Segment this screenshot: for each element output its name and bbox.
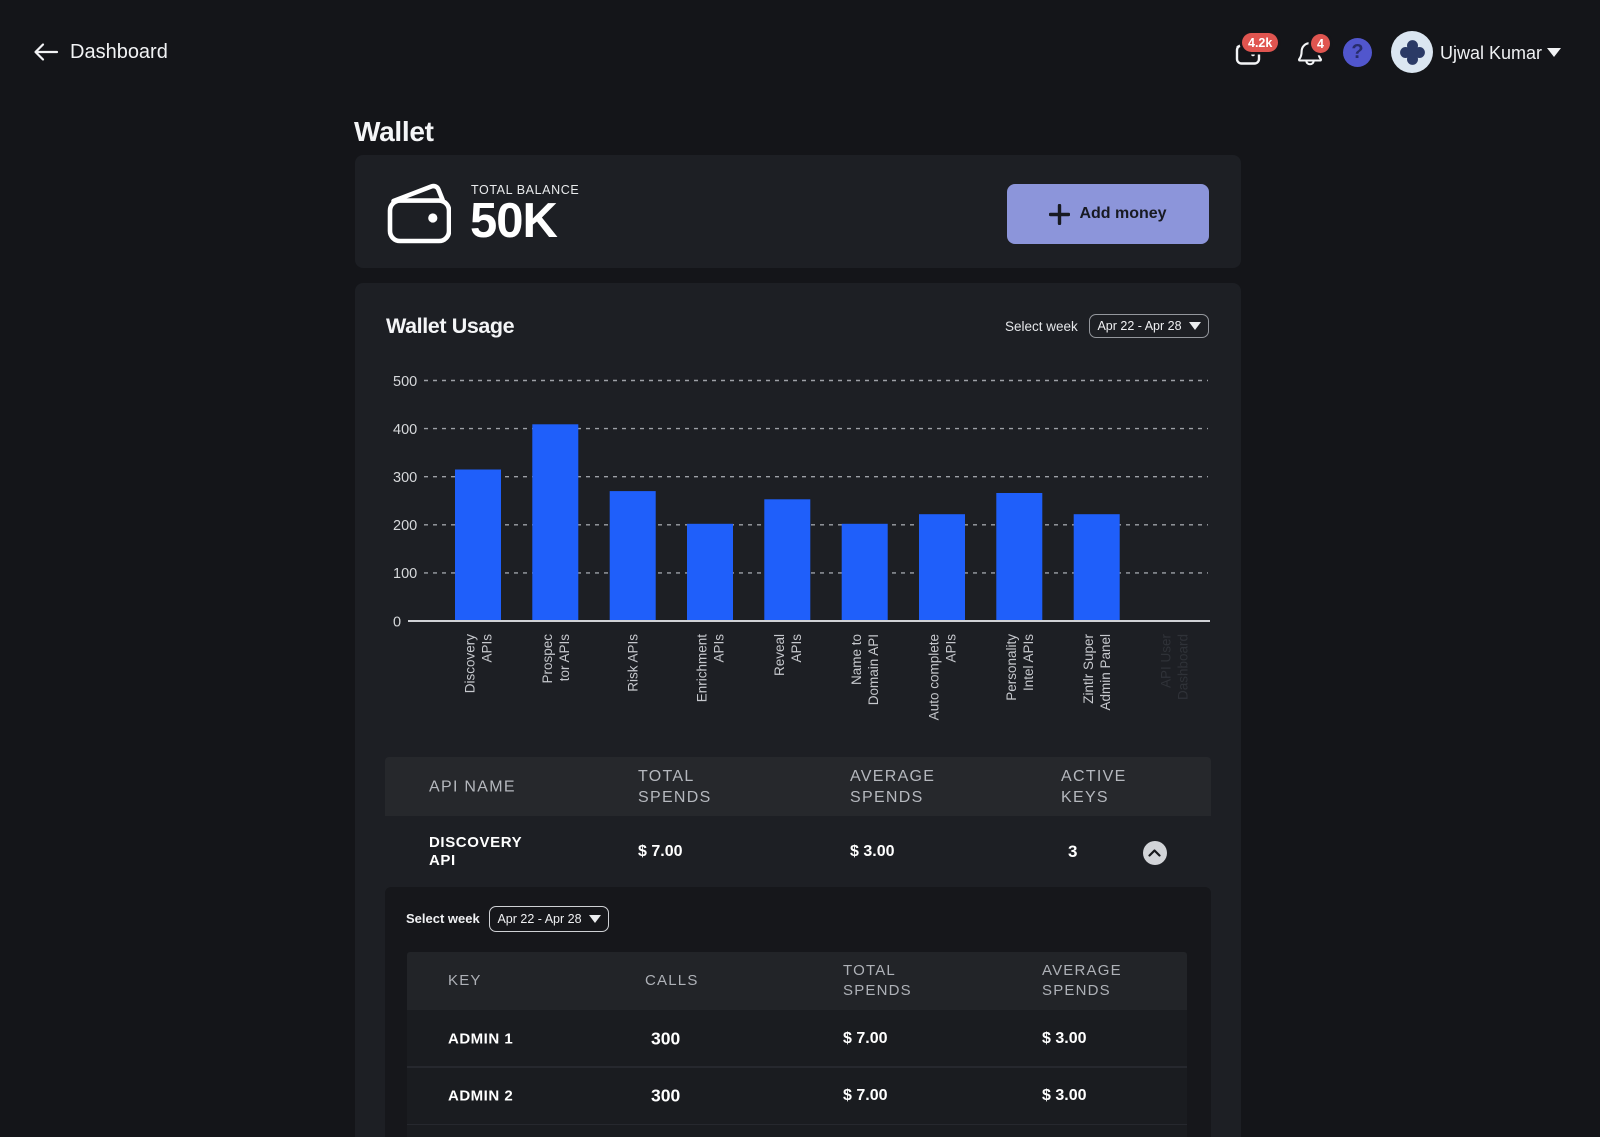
svg-text:300: 300 (393, 470, 417, 486)
svg-text:400: 400 (393, 422, 417, 438)
svg-text:100: 100 (393, 566, 417, 582)
svg-text:200: 200 (393, 518, 417, 534)
svg-text:0: 0 (393, 615, 401, 631)
svg-text:Risk APIs: Risk APIs (626, 634, 641, 692)
svg-text:500: 500 (393, 374, 417, 390)
